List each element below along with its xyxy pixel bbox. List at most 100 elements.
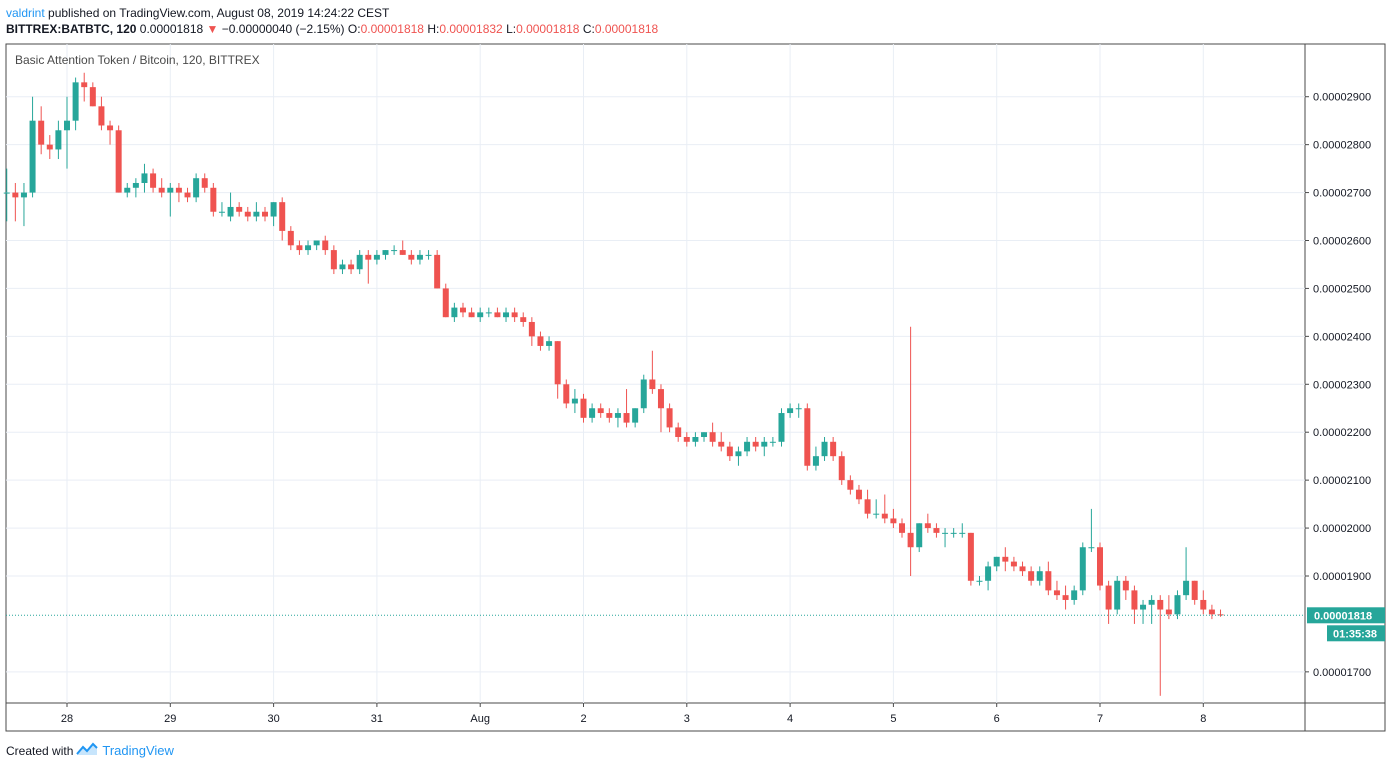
y-tick-label: 0.00001900 <box>1313 571 1371 583</box>
candle-body <box>554 341 561 385</box>
candle-body <box>787 408 794 414</box>
candle-body <box>218 211 225 213</box>
candle-body <box>718 441 725 447</box>
high-value: 0.00001832 <box>439 22 503 36</box>
candle-body <box>950 532 957 534</box>
candle <box>279 197 286 241</box>
candle <box>692 432 699 447</box>
candle-body <box>339 264 346 270</box>
candle <box>29 96 36 198</box>
y-tick-label: 0.00002900 <box>1313 92 1371 104</box>
candle-body <box>1200 599 1207 610</box>
candle-body <box>425 254 432 256</box>
candle <box>1148 595 1155 624</box>
candle <box>1079 542 1086 596</box>
candle-body <box>193 178 200 198</box>
candle <box>606 408 613 423</box>
candle <box>184 187 191 203</box>
candle <box>959 523 966 538</box>
candle-body <box>210 187 217 212</box>
candle-body <box>89 87 96 107</box>
candle <box>675 422 682 442</box>
candle-body <box>227 206 234 217</box>
published-text: published on TradingView.com, August 08,… <box>48 6 390 20</box>
candle <box>46 135 53 160</box>
candle-body <box>511 312 518 318</box>
low-value: 0.00001818 <box>516 22 580 36</box>
author-link[interactable]: valdrint <box>6 6 45 20</box>
candle-body <box>726 446 733 457</box>
y-tick-label: 0.00002500 <box>1313 283 1371 295</box>
candle <box>12 182 19 222</box>
x-tick-label: 3 <box>684 713 690 725</box>
candle <box>726 441 733 461</box>
candle-body <box>1010 561 1017 567</box>
candle-body <box>563 384 570 404</box>
candle <box>193 173 200 203</box>
candle <box>287 226 294 251</box>
candle <box>657 384 664 433</box>
tradingview-brand-link[interactable]: TradingView <box>102 743 174 758</box>
candle-body <box>391 250 398 252</box>
candle <box>907 326 914 576</box>
candle-body <box>408 254 415 260</box>
candle <box>1174 590 1181 620</box>
candle-body <box>1217 614 1224 616</box>
candle <box>1036 566 1043 586</box>
candle <box>546 336 553 351</box>
candle-body <box>382 250 389 255</box>
candle-body <box>46 144 53 150</box>
candle <box>683 432 690 447</box>
candle <box>778 408 785 447</box>
candle <box>942 528 949 548</box>
candle <box>640 374 647 414</box>
candle-body <box>580 398 587 418</box>
candle <box>477 307 484 322</box>
candle-body <box>503 312 510 318</box>
candle-body <box>899 523 906 533</box>
candle-body <box>606 413 613 418</box>
candle-body <box>1131 590 1138 610</box>
candle <box>124 182 131 198</box>
candle-body <box>244 211 251 217</box>
y-tick-label: 0.00002600 <box>1313 236 1371 248</box>
price-axis[interactable]: 0.00002900 0.00002800 0.00002700 0.00002600… <box>1305 92 1371 679</box>
candle-body <box>1183 580 1190 596</box>
candle <box>115 125 122 193</box>
candle <box>993 556 1000 572</box>
candle-body <box>537 336 544 346</box>
price-chart[interactable]: 0.00002900 0.00002800 0.00002700 0.00002600… <box>0 0 1391 740</box>
countdown-label: 01:35:38 <box>1333 628 1377 640</box>
candle-body <box>1140 604 1147 610</box>
candle-body <box>735 451 742 457</box>
candle-body <box>1105 585 1112 610</box>
candle-body <box>597 408 604 414</box>
candle <box>967 532 974 586</box>
candle-body <box>528 321 535 337</box>
candle <box>296 240 303 255</box>
candle <box>1062 585 1069 610</box>
candle-body <box>675 427 682 438</box>
candle <box>804 403 811 471</box>
candle <box>38 106 45 155</box>
candle-body <box>821 441 828 457</box>
candle <box>330 245 337 275</box>
candle <box>261 206 268 222</box>
candle <box>563 379 570 409</box>
candle <box>916 523 923 553</box>
time-axis[interactable]: 28 29 30 31 Aug 2 3 4 5 6 7 8 <box>61 703 1206 725</box>
candle <box>399 240 406 255</box>
candle-body <box>546 341 553 346</box>
candle-body <box>1097 547 1103 586</box>
candle-body <box>38 120 45 145</box>
candle-body <box>623 413 630 423</box>
candle <box>1002 547 1009 572</box>
candle <box>1200 590 1207 615</box>
candle-body <box>296 245 303 251</box>
candle <box>528 317 535 346</box>
candle <box>1217 609 1224 617</box>
candle-body <box>287 230 294 246</box>
candle <box>218 202 225 217</box>
candle-body <box>313 240 320 246</box>
chart-frame <box>5 43 1386 732</box>
